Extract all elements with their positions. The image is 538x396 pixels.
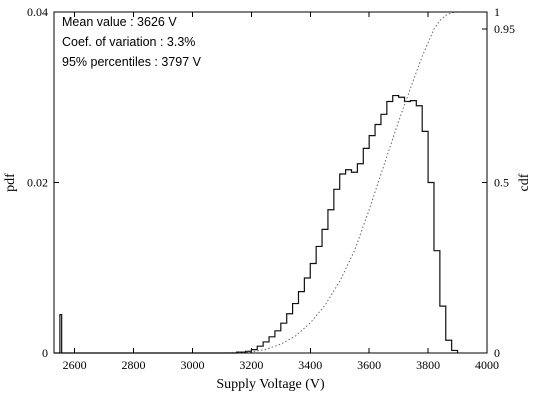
x-axis-title: Supply Voltage (V) [216,377,325,392]
y-left-tick-label: 0.04 [27,5,48,19]
y-axis-right-title: cdf [517,173,532,191]
annotation-cov: Coef. of variation : 3.3% [62,35,195,49]
y-right-tick-label: 1 [494,5,500,19]
x-tick-label: 3600 [357,358,381,372]
x-tick-label: 3400 [298,358,322,372]
y-axis-left-title: pdf [3,173,18,192]
pdf-series-line [58,94,459,354]
y-left-tick-label: 0.02 [27,176,48,190]
x-tick-label: 3200 [239,358,263,372]
x-tick-label: 4000 [475,358,499,372]
y-right-tick-label: 0.5 [494,176,509,190]
x-tick-label: 2600 [63,358,87,372]
y-left-tick-label: 0 [42,346,48,360]
x-tick-label: 2800 [122,358,146,372]
y-right-tick-label: 0 [494,346,500,360]
x-tick-label: 3800 [416,358,440,372]
plot-frame [53,11,488,354]
annotation-mean: Mean value : 3626 V [62,15,177,29]
x-tick-label: 3000 [180,358,204,372]
y-right-tick-label: 0.95 [494,22,515,36]
annotation-percentile: 95% percentiles : 3797 V [62,55,202,69]
